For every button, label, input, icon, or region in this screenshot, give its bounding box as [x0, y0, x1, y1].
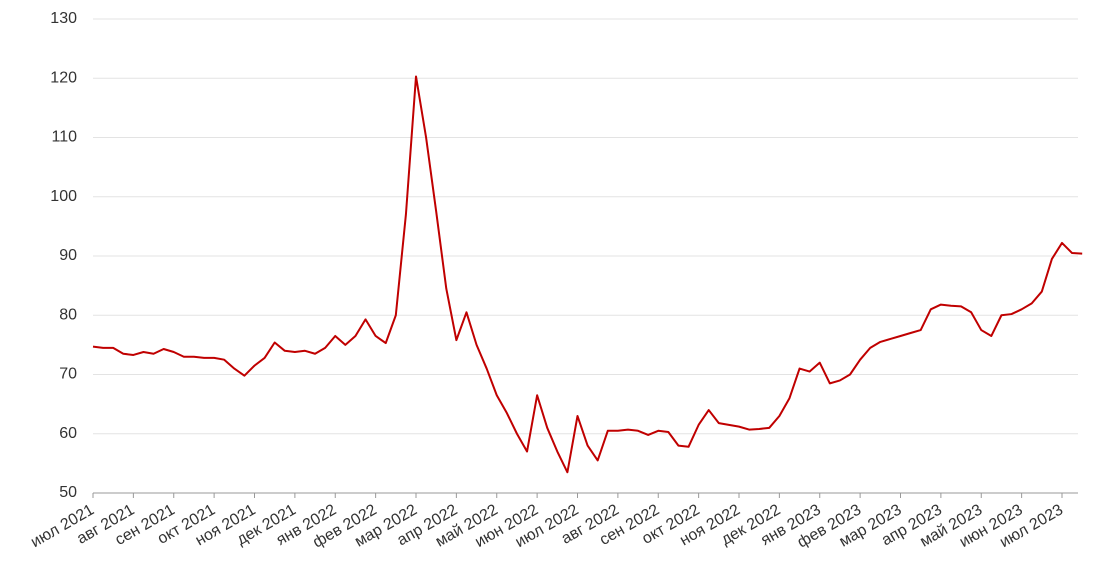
y-tick-label: 110: [51, 129, 77, 146]
y-tick-label: 50: [59, 484, 77, 501]
y-tick-label: 80: [59, 306, 77, 323]
y-tick-label: 100: [50, 188, 77, 205]
y-tick-label: 130: [50, 10, 77, 27]
y-tick-label: 90: [59, 247, 77, 264]
y-tick-label: 120: [50, 69, 77, 86]
y-tick-label: 70: [59, 366, 77, 383]
y-tick-label: 60: [59, 425, 77, 442]
data-line: [92, 75, 1083, 474]
